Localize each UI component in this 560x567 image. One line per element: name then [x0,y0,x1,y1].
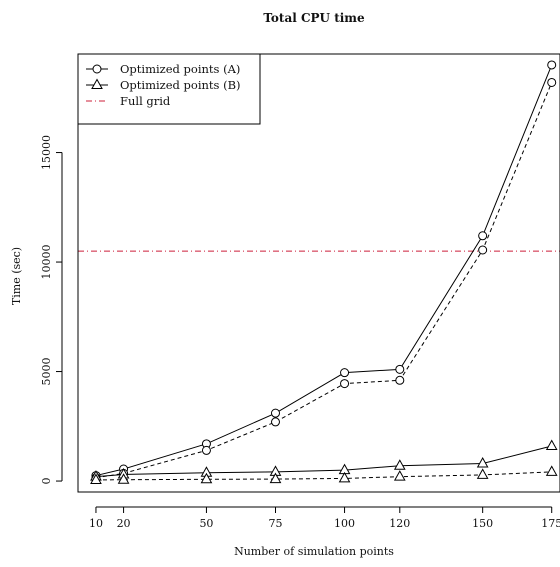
series-1-point-2 [201,445,211,455]
series-2 [90,439,558,481]
x-axis: 10 20 50 75 100 120 150 175 [89,506,560,530]
series-0-point-3 [270,408,280,418]
series-3-point-1 [117,473,130,484]
x-tick-label-7: 175 [541,517,560,530]
y-tick-label-3: 15000 [40,135,53,170]
y-tick-label-0: 0 [40,478,53,485]
x-tick-label-6: 150 [472,517,493,530]
x-tick-label-0: 10 [89,517,103,530]
legend-label-0: Optimized points (A) [120,62,240,76]
series-0-point-4 [340,368,350,378]
y-tick-label-2: 10000 [40,245,53,280]
series-2-point-6 [476,457,489,468]
series-line-2 [95,445,552,478]
legend: Optimized points (A) Optimized points (B)… [77,53,261,125]
series-layer [90,60,558,484]
chart-title: Total CPU time [263,11,365,25]
x-tick-label-2: 50 [199,517,213,530]
legend-marker-0 [92,64,102,74]
series-1-point-5 [395,375,405,385]
series-1 [91,77,557,483]
series-0-point-6 [478,231,488,241]
series-1-point-6 [478,245,488,255]
series-3-point-6 [476,468,489,479]
series-1-point-4 [340,379,350,389]
series-3-point-4 [338,471,351,483]
legend-box [77,53,261,125]
x-tick-label-3: 75 [268,517,282,530]
y-axis-label: Time (sec) [10,247,23,305]
series-line-3 [95,471,552,481]
legend-label-1: Optimized points (B) [120,78,241,92]
series-3-point-2 [200,472,213,484]
series-3-point-0 [90,473,102,484]
y-tick-label-1: 5000 [40,358,53,386]
series-2-point-5 [393,459,406,470]
series-0-point-7 [547,60,557,70]
series-3-point-5 [393,470,406,481]
legend-marker-1 [91,78,103,89]
legend-label-2: Full grid [120,94,171,108]
x-tick-label-4: 100 [334,517,355,530]
series-line-1 [95,82,553,479]
legend-item-1: Optimized points (B) [86,78,241,92]
series-3-point-3 [269,472,282,484]
x-tick-label-1: 20 [117,517,131,530]
series-3-point-7 [545,465,558,476]
series-1-point-3 [270,417,280,427]
series-line-0 [95,64,553,477]
series-3 [90,465,558,484]
series-2-point-7 [545,439,558,451]
series-0-point-5 [395,364,405,374]
x-tick-label-5: 120 [389,517,410,530]
series-0 [91,60,557,481]
legend-item-2: Full grid [86,94,171,108]
legend-item-0: Optimized points (A) [86,62,240,76]
y-axis: 0 5000 10000 15000 [40,135,63,485]
series-1-point-7 [547,77,557,87]
plot-frame [77,53,560,493]
x-axis-label: Number of simulation points [234,545,394,558]
